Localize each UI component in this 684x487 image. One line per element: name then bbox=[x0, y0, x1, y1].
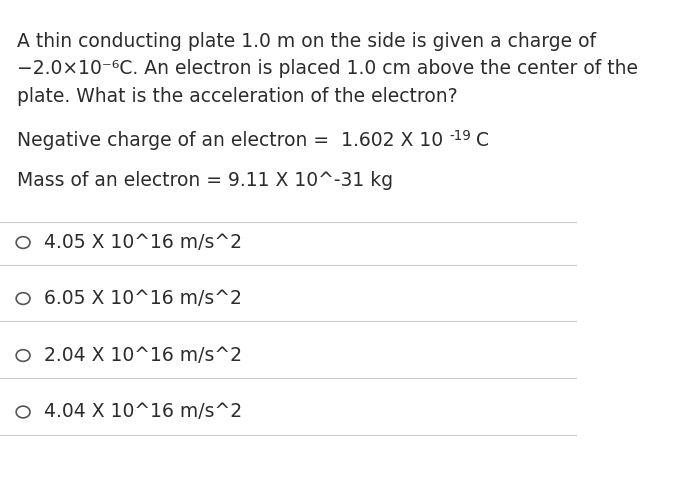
Text: -19: -19 bbox=[449, 129, 471, 143]
Text: 4.05 X 10^16 m/s^2: 4.05 X 10^16 m/s^2 bbox=[44, 232, 242, 252]
Text: A thin conducting plate 1.0 m on the side is given a charge of: A thin conducting plate 1.0 m on the sid… bbox=[17, 32, 596, 51]
Text: 2.04 X 10^16 m/s^2: 2.04 X 10^16 m/s^2 bbox=[44, 345, 242, 365]
Text: −2.0×10⁻⁶C. An electron is placed 1.0 cm above the center of the: −2.0×10⁻⁶C. An electron is placed 1.0 cm… bbox=[17, 59, 638, 78]
Text: Mass of an electron = 9.11 X 10^-31 kg: Mass of an electron = 9.11 X 10^-31 kg bbox=[17, 171, 393, 190]
Text: Negative charge of an electron =  1.602 X 10: Negative charge of an electron = 1.602 X… bbox=[17, 131, 443, 150]
Text: 4.04 X 10^16 m/s^2: 4.04 X 10^16 m/s^2 bbox=[44, 402, 243, 421]
Text: plate. What is the acceleration of the electron?: plate. What is the acceleration of the e… bbox=[17, 87, 458, 106]
Text: C: C bbox=[470, 131, 489, 150]
Text: 6.05 X 10^16 m/s^2: 6.05 X 10^16 m/s^2 bbox=[44, 288, 242, 308]
